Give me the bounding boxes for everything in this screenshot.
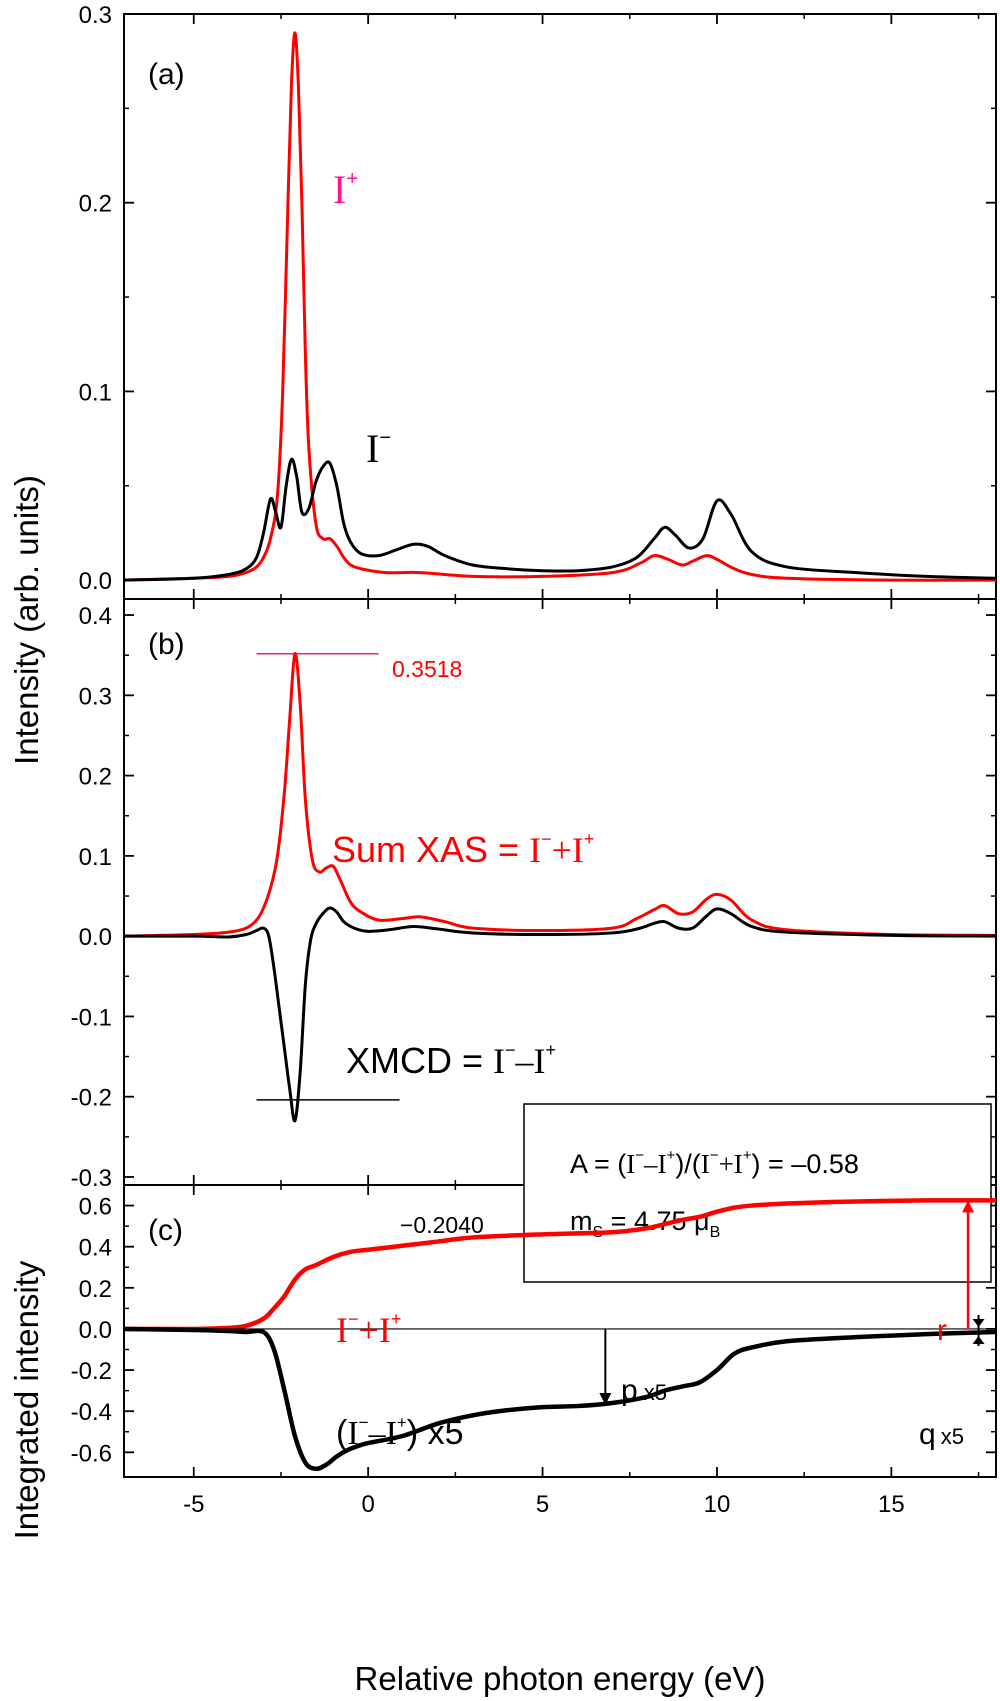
x-tick-label: -5 [183,1491,204,1518]
panel-c-label: (c) [148,1214,183,1247]
panel-b-curves [123,652,997,1123]
asymmetry-formula: A = (I−–I+)/(I−+I+) = –0.58 [570,1147,859,1179]
y-axis-label-c: Integrated intensity [8,1260,45,1539]
y-tick-label: 0.2 [79,191,112,218]
xmcd-label: XMCD = I−–I+ [346,1040,556,1081]
panel-c-markers [124,1200,996,1406]
y-tick-label: -0.2 [71,1085,112,1112]
p-arrow-head [599,1393,612,1406]
x-axis-label: Relative photon energy (eV) [355,1660,766,1697]
panel-a-frame [123,13,997,600]
series-line-c-sum [123,1198,997,1332]
series-line-c-diff [123,1326,997,1472]
y-tick-label: -0.3 [71,1165,112,1192]
integrated-sum-label: I−+I+ [336,1309,401,1350]
panel-a-label: (a) [148,58,185,91]
max-value-label: 0.3518 [392,656,462,682]
y-tick-label: 0.3 [79,2,112,29]
x-tick-label: 0 [361,1491,374,1518]
x-tick-label: 10 [704,1491,731,1518]
panel-b-label: (b) [148,628,185,661]
r-marker-label: r [937,1314,947,1347]
series-line-b-diff [123,906,997,1123]
result-box [523,1103,992,1283]
series-line-a-iminus [123,457,997,582]
y-tick-label: 0.2 [79,764,112,791]
y-tick-label: 0.1 [79,844,112,871]
min-value-label: −0.2040 [400,1212,484,1238]
y-tick-label: -0.6 [71,1440,112,1467]
y-tick-label: 0.2 [79,1276,112,1303]
y-tick-label: 0.0 [79,568,112,595]
y-tick-label: 0.0 [79,1317,112,1344]
series-line-a-iplus [123,31,997,582]
y-tick-label: 0.3 [79,683,112,710]
y-tick-label: 0.6 [79,1194,112,1221]
panel-a-curves [123,31,997,582]
iplus-label: I+ [333,167,358,212]
p-marker-label: p x5 [621,1374,667,1407]
y-tick-label: 0.0 [79,924,112,951]
x-tick-label: 15 [878,1491,905,1518]
integrated-diff-label: (I−–I+) x5 [336,1413,464,1452]
panel-c-curves [123,1198,997,1472]
panel-b-frame [123,598,997,1186]
y-axis-label: Intensity (arb. units) [8,475,45,765]
panel-b-reference-lines [256,652,400,1101]
y-tick-label: 0.1 [79,379,112,406]
y-tick-label: -0.1 [71,1004,112,1031]
y-tick-label: -0.2 [71,1358,112,1385]
sum-xas-label: Sum XAS = I−+I+ [332,829,594,870]
panel-b-axes: -0.3 -0.2 -0.1 0.0 0.1 0.2 0.3 0.4 [71,599,996,1192]
series-line-b-sum [123,652,997,938]
y-tick-label: 0.4 [79,1235,112,1262]
y-tick-label: -0.4 [71,1399,112,1426]
x-axis: -5 0 5 10 15 [183,1491,905,1518]
x-tick-label: 5 [536,1491,549,1518]
r-arrow-head [962,1200,975,1213]
iminus-label: I− [366,426,391,471]
q-marker-label: q x5 [919,1418,964,1451]
y-tick-label: 0.4 [79,603,112,630]
panel-a-axes: 0.0 0.1 0.2 0.3 [79,2,996,599]
